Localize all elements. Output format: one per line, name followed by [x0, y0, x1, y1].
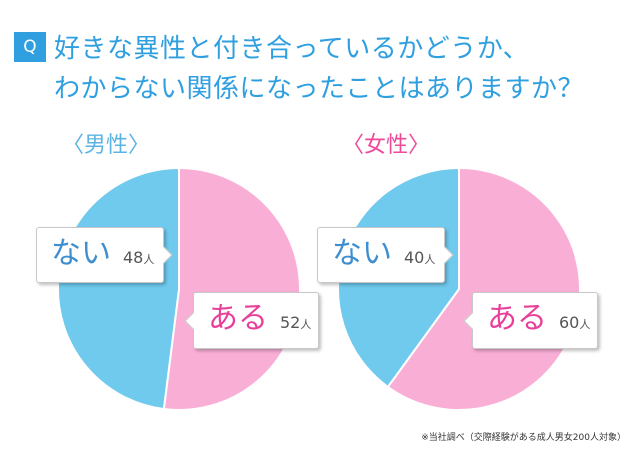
male-slice-aru — [162, 166, 301, 411]
footnote: ※当社調べ（交際経験がある成人男女200人対象） — [421, 433, 626, 443]
male-pie — [57, 166, 301, 411]
female-nai-unit: 人 — [424, 253, 436, 266]
female-chart-title: 〈女性〉 — [342, 133, 431, 158]
female-aru-count: 60 — [559, 313, 580, 332]
question-line-1: 好きな異性と付き合っているかどうか、 — [54, 34, 530, 64]
male-nai-count: 48 — [123, 248, 144, 267]
male-aru-label: ある — [208, 301, 268, 336]
male-chart-title: 〈男性〉 — [62, 133, 151, 158]
male-aru-callout: ある 52 人 — [184, 292, 319, 349]
female-nai-label: ない — [332, 236, 392, 271]
male-aru-count: 52 — [280, 313, 301, 332]
question-line-2: わからない関係になったことはありますか？ — [54, 74, 585, 104]
male-aru-unit: 人 — [300, 318, 312, 331]
question-badge: Q — [14, 32, 46, 62]
female-nai-callout: ない 40 人 — [317, 227, 454, 283]
male-slice-nai — [57, 166, 180, 411]
female-aru-label: ある — [487, 301, 547, 336]
male-nai-unit: 人 — [143, 253, 155, 266]
female-aru-unit: 人 — [579, 318, 591, 331]
male-nai-label: ない — [51, 236, 111, 271]
male-nai-callout: ない 48 人 — [36, 227, 173, 283]
female-nai-count: 40 — [404, 248, 425, 267]
female-pie — [337, 166, 581, 411]
female-aru-callout: ある 60 人 — [463, 292, 598, 349]
